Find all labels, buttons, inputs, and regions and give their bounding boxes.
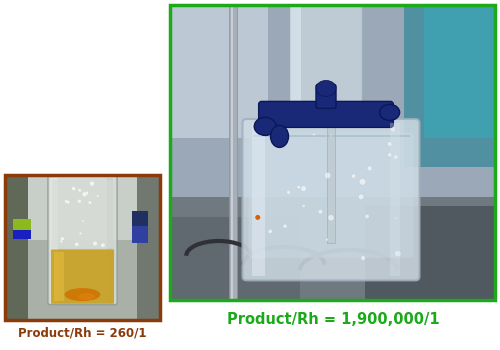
Text: Product/Rh = 1,900,000/1: Product/Rh = 1,900,000/1 (226, 313, 440, 328)
FancyBboxPatch shape (248, 132, 414, 258)
Circle shape (302, 204, 305, 208)
Bar (13, 230, 32, 239)
FancyBboxPatch shape (242, 119, 420, 280)
Circle shape (396, 217, 398, 219)
Circle shape (361, 256, 366, 260)
Bar (170, 5, 268, 138)
Bar (404, 5, 495, 167)
Circle shape (93, 241, 97, 246)
Circle shape (328, 215, 334, 221)
Circle shape (286, 190, 290, 194)
Bar (5, 175, 39, 320)
Circle shape (75, 243, 78, 246)
Circle shape (60, 237, 64, 240)
Circle shape (297, 185, 300, 189)
Circle shape (256, 215, 260, 220)
Circle shape (394, 251, 401, 257)
FancyBboxPatch shape (48, 176, 117, 304)
Bar (52, 180, 113, 248)
Bar (54, 252, 64, 301)
Circle shape (82, 192, 87, 196)
Bar (107, 178, 114, 303)
Circle shape (352, 174, 356, 178)
Circle shape (82, 220, 84, 222)
Circle shape (86, 193, 88, 194)
Circle shape (72, 187, 76, 190)
Bar (228, 5, 236, 300)
Bar (424, 5, 495, 138)
Circle shape (359, 178, 366, 185)
Bar (28, 175, 137, 240)
Circle shape (365, 214, 369, 218)
Circle shape (300, 186, 306, 191)
FancyBboxPatch shape (316, 84, 336, 108)
Circle shape (318, 209, 322, 214)
Circle shape (318, 125, 320, 127)
Bar (252, 135, 410, 137)
Bar (170, 197, 495, 300)
Circle shape (60, 240, 62, 243)
Bar (365, 205, 495, 300)
Circle shape (78, 199, 81, 203)
Polygon shape (5, 175, 160, 320)
Circle shape (394, 155, 398, 160)
Circle shape (367, 166, 372, 171)
Bar (230, 5, 232, 300)
Bar (290, 5, 362, 117)
Bar (132, 211, 148, 226)
Circle shape (330, 134, 333, 138)
Ellipse shape (254, 117, 276, 135)
Bar (28, 240, 137, 320)
Bar (5, 175, 160, 320)
FancyBboxPatch shape (258, 102, 394, 127)
Ellipse shape (64, 288, 100, 301)
Circle shape (388, 142, 392, 146)
Bar (50, 178, 58, 303)
Bar (170, 5, 495, 300)
Circle shape (358, 194, 364, 200)
Text: Product/Rh = 260/1: Product/Rh = 260/1 (18, 327, 146, 340)
Circle shape (78, 189, 82, 192)
Bar (132, 226, 148, 243)
Circle shape (65, 200, 68, 203)
Circle shape (96, 195, 98, 197)
Circle shape (86, 191, 88, 194)
Circle shape (388, 153, 392, 157)
Circle shape (90, 181, 94, 186)
Ellipse shape (78, 293, 94, 300)
Circle shape (312, 133, 316, 137)
Polygon shape (170, 5, 495, 300)
Circle shape (80, 232, 82, 234)
Bar (252, 123, 265, 276)
Circle shape (101, 243, 105, 247)
Circle shape (324, 172, 331, 178)
Bar (327, 113, 335, 243)
Bar (170, 217, 300, 300)
Bar (290, 5, 301, 117)
Bar (13, 218, 32, 230)
Circle shape (390, 127, 396, 132)
Circle shape (88, 201, 92, 204)
Bar (126, 175, 160, 320)
Ellipse shape (380, 104, 400, 120)
Circle shape (326, 238, 328, 241)
Circle shape (283, 224, 287, 228)
Ellipse shape (270, 125, 288, 147)
Ellipse shape (316, 80, 336, 96)
Bar (390, 123, 400, 276)
FancyBboxPatch shape (51, 250, 114, 304)
Circle shape (66, 201, 70, 204)
Circle shape (268, 229, 272, 233)
